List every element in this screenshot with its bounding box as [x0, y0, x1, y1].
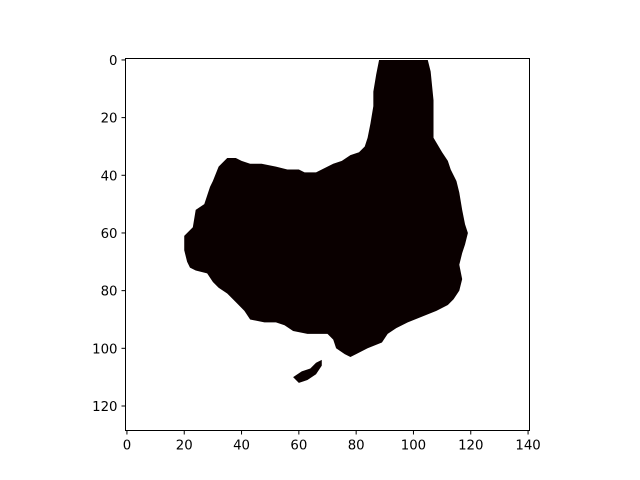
- mask-main-region: [184, 59, 468, 357]
- y-tick-label: 80: [101, 285, 118, 300]
- y-tick-label: 0: [109, 54, 117, 69]
- y-axis: 0 20 40 60 80 100 120: [92, 54, 126, 415]
- y-tick-label: 20: [101, 112, 118, 127]
- x-tick-label: 100: [401, 439, 426, 454]
- plot-area: [125, 58, 530, 431]
- x-tick-label: 140: [515, 439, 540, 454]
- y-tick-label: 60: [101, 227, 118, 242]
- y-tick-label: 120: [92, 400, 117, 415]
- y-tick-label: 100: [92, 342, 117, 357]
- x-axis: 0 20 40 60 80 100 120 140: [123, 430, 541, 454]
- x-tick-label: 120: [458, 439, 483, 454]
- x-tick-label: 80: [348, 439, 365, 454]
- mask-small-region: [293, 359, 322, 383]
- axes-frame: [125, 58, 530, 431]
- x-tick-label: 40: [233, 439, 250, 454]
- x-tick-label: 0: [123, 439, 131, 454]
- y-tick-label: 40: [101, 169, 118, 184]
- x-tick-label: 20: [176, 439, 193, 454]
- x-tick-label: 60: [290, 439, 307, 454]
